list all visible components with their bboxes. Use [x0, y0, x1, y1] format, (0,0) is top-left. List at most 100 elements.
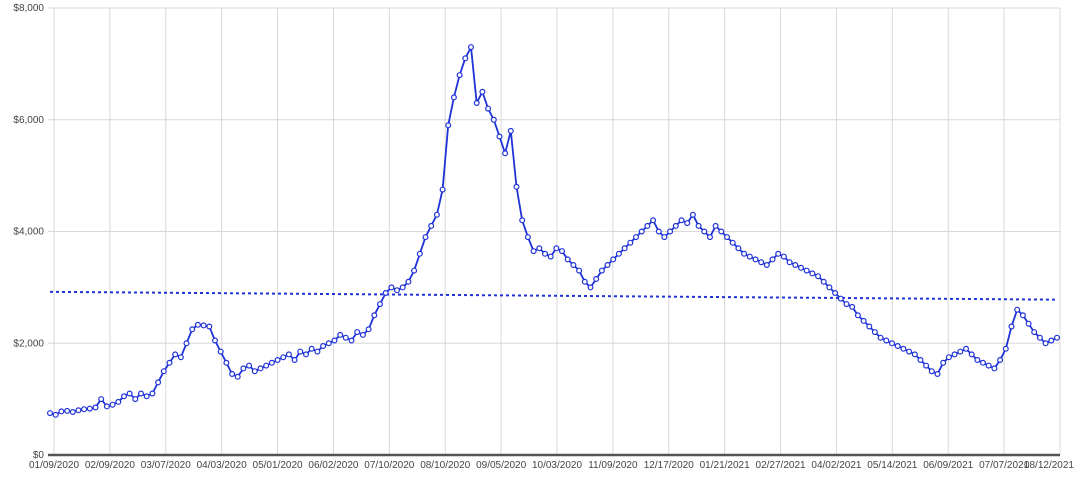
y-tick-label: $8,000 [13, 3, 44, 14]
data-point [359, 331, 366, 338]
data-point [786, 259, 793, 266]
data-point [632, 234, 639, 241]
data-point [997, 357, 1004, 364]
data-point [923, 362, 930, 369]
data-point [815, 273, 822, 280]
data-point [968, 351, 975, 358]
data-point [775, 250, 782, 257]
data-point [570, 262, 577, 269]
data-point [115, 398, 122, 405]
data-point [621, 245, 628, 252]
y-tick-label: $0 [33, 450, 45, 461]
x-tick-label: 01/21/2021 [700, 460, 750, 471]
data-point [450, 94, 457, 101]
data-point [820, 278, 827, 285]
data-point [894, 343, 901, 350]
data-point [940, 359, 947, 366]
data-point [610, 256, 617, 263]
data-point [149, 390, 156, 397]
x-tick-label: 08/10/2020 [420, 460, 470, 471]
data-point [593, 276, 600, 283]
data-point [285, 351, 292, 358]
data-point [251, 368, 258, 375]
x-axis-ticks: 01/09/2020 02/09/2020 03/07/2020 04/03/2020… [29, 460, 1074, 471]
x-tick-label: 12/17/2020 [644, 460, 694, 471]
data-point [223, 359, 230, 366]
x-tick-label: 09/05/2020 [476, 460, 526, 471]
data-point [837, 295, 844, 302]
data-point [553, 245, 560, 252]
data-point [985, 362, 992, 369]
data-point [655, 228, 662, 235]
data-point [1036, 334, 1043, 341]
data-point [303, 351, 310, 358]
data-point [598, 267, 605, 274]
x-tick-label: 01/09/2020 [29, 460, 79, 471]
data-point [64, 407, 71, 414]
data-point [587, 284, 594, 291]
x-tick-label: 10/03/2020 [532, 460, 582, 471]
data-point [502, 150, 509, 157]
data-point [1053, 334, 1060, 341]
y-tick-label: $4,000 [13, 227, 44, 238]
data-point [240, 365, 247, 372]
data-point [541, 250, 548, 257]
data-point [1042, 340, 1049, 347]
data-point [547, 253, 554, 260]
data-point [763, 262, 770, 269]
x-tick-label: 02/09/2020 [85, 460, 135, 471]
x-tick-label: 05/14/2021 [867, 460, 917, 471]
data-point [809, 270, 816, 277]
x-tick-label: 06/02/2020 [308, 460, 358, 471]
data-point [365, 326, 372, 333]
data-point [342, 334, 349, 341]
data-point [394, 287, 401, 294]
data-point [558, 248, 565, 255]
x-tick-label: 07/10/2020 [364, 460, 414, 471]
data-point [109, 401, 116, 408]
data-point [274, 357, 281, 364]
x-tick-label: 04/03/2020 [197, 460, 247, 471]
data-point [672, 222, 679, 229]
x-tick-label: 06/09/2021 [923, 460, 973, 471]
x-tick-label: 03/07/2020 [141, 460, 191, 471]
data-point [1002, 345, 1009, 352]
data-point [917, 357, 924, 364]
data-point [479, 88, 486, 95]
data-point [866, 323, 873, 330]
data-point [991, 365, 998, 372]
data-point [86, 405, 93, 412]
data-point [644, 222, 651, 229]
data-point [98, 396, 105, 403]
data-point [280, 354, 287, 361]
data-point [780, 253, 787, 260]
data-point [1025, 320, 1032, 327]
data-point [752, 256, 759, 263]
y-tick-label: $2,000 [13, 338, 44, 349]
data-point [519, 217, 526, 224]
data-point [877, 334, 884, 341]
y-axis-ticks: $0 $2,000 $4,000 $6,000 $8,000 [13, 3, 44, 461]
data-point [604, 262, 611, 269]
data-point [701, 228, 708, 235]
data-point [797, 264, 804, 271]
data-point [263, 362, 270, 369]
data-point [473, 99, 480, 106]
data-point [456, 72, 463, 79]
data-point [212, 337, 219, 344]
data-point [166, 359, 173, 366]
data-point [143, 393, 150, 400]
data-point [217, 348, 224, 355]
data-point [746, 253, 753, 260]
data-point [536, 245, 543, 252]
data-point [513, 183, 520, 190]
data-point [348, 337, 355, 344]
data-point [1048, 337, 1055, 344]
data-point [1008, 323, 1015, 330]
data-point [706, 234, 713, 241]
data-point [843, 301, 850, 308]
data-point [485, 105, 492, 112]
data-point [291, 357, 298, 364]
data-point [297, 348, 304, 355]
